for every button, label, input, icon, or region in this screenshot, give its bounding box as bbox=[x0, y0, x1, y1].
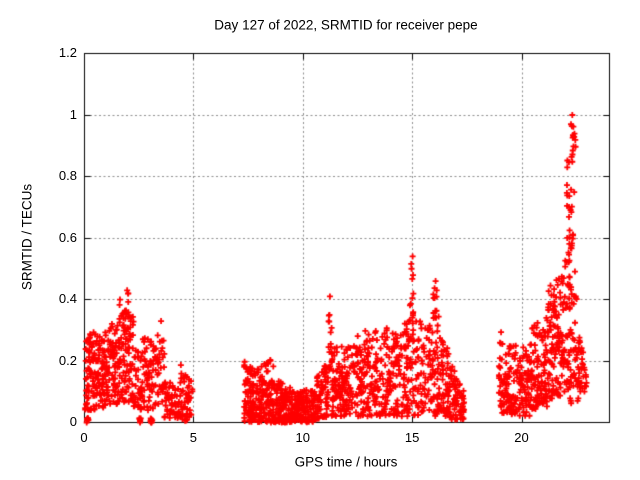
x-tick-label: 10 bbox=[295, 430, 310, 445]
x-tick-label: 20 bbox=[514, 430, 529, 445]
y-tick-label: 0 bbox=[69, 414, 77, 429]
y-tick-label: 0.8 bbox=[58, 168, 77, 183]
y-tick-label: 1 bbox=[69, 106, 77, 122]
x-tick-label: 0 bbox=[80, 430, 88, 445]
y-tick-label: 0.6 bbox=[58, 229, 77, 245]
x-tick-label: 15 bbox=[404, 430, 420, 445]
y-tick-label: 0.2 bbox=[58, 352, 77, 368]
y-tick-label: 0.4 bbox=[58, 291, 77, 306]
x-tick-label: 5 bbox=[189, 430, 197, 445]
chart-title: Day 127 of 2022, SRMTID for receiver pep… bbox=[214, 17, 478, 33]
y-tick-label: 1.2 bbox=[58, 45, 77, 60]
x-axis-label: GPS time / hours bbox=[294, 454, 398, 470]
